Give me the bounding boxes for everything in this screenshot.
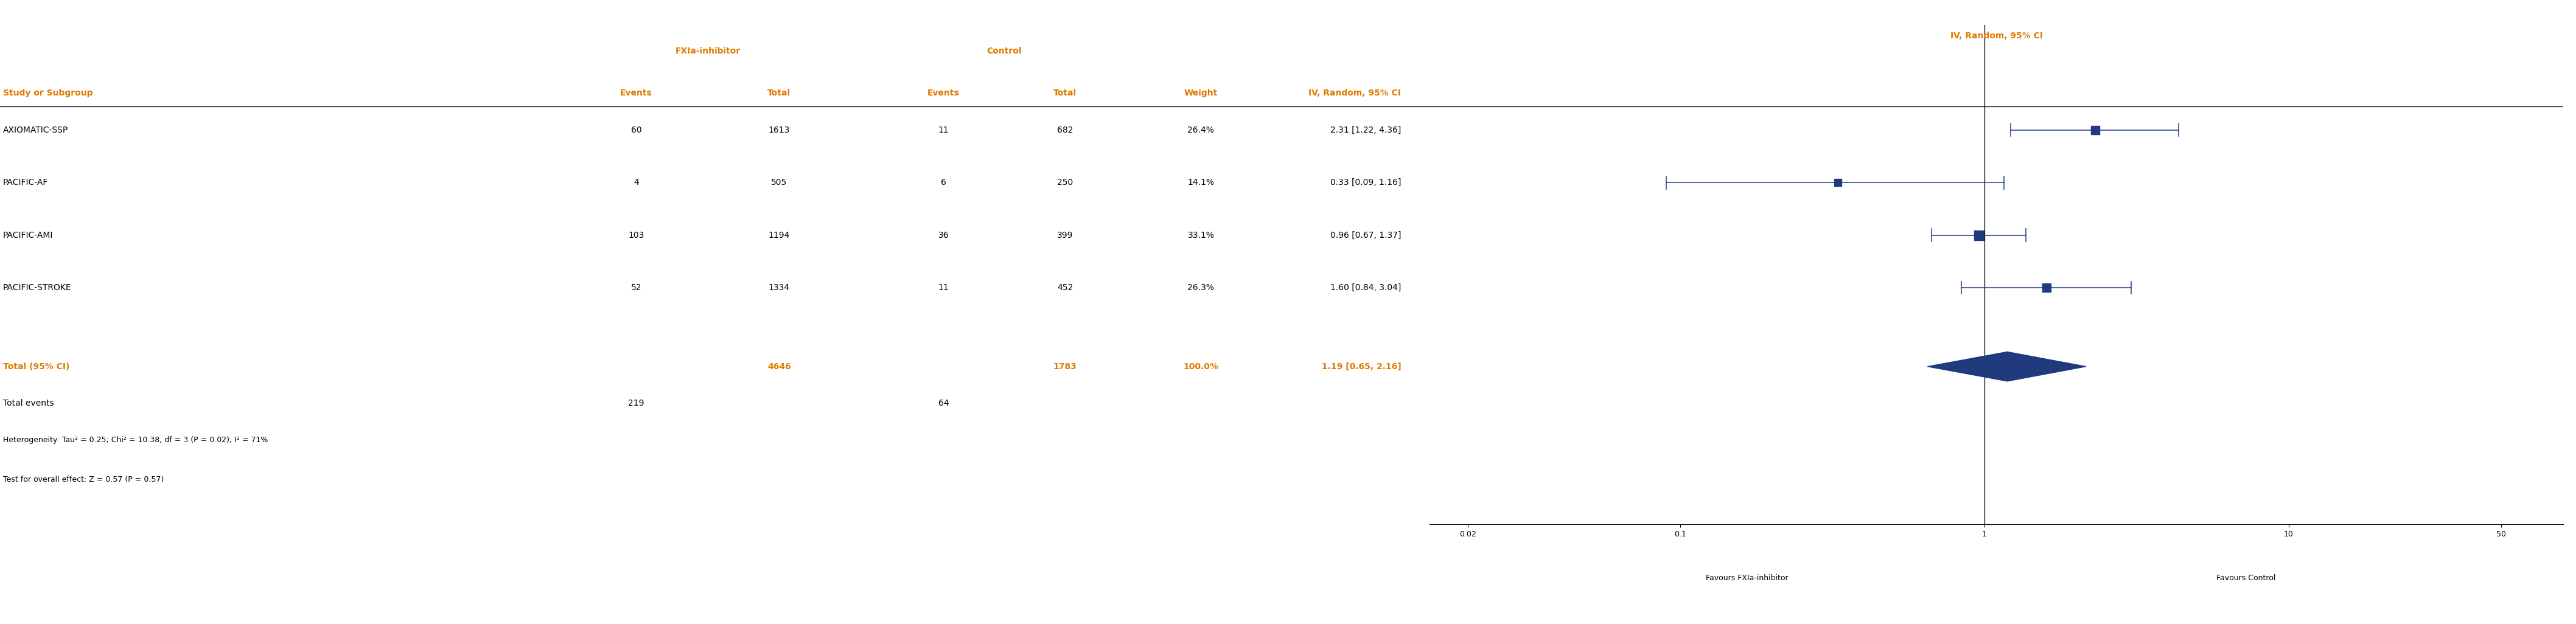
Text: 452: 452 [1056,283,1074,292]
Text: IV, Random, 95% CI: IV, Random, 95% CI [1309,89,1401,97]
Text: 64: 64 [938,399,948,407]
Text: PACIFIC-AF: PACIFIC-AF [3,178,49,187]
Text: 52: 52 [631,283,641,292]
Text: Events: Events [927,89,961,97]
Text: 682: 682 [1056,126,1074,134]
Text: 1194: 1194 [768,231,791,240]
Text: 1.60 [0.84, 3.04]: 1.60 [0.84, 3.04] [1329,283,1401,292]
Text: 26.3%: 26.3% [1188,283,1213,292]
Text: Total: Total [1054,89,1077,97]
Text: Test for overall effect: Z = 0.57 (P = 0.57): Test for overall effect: Z = 0.57 (P = 0… [3,475,165,484]
Text: Control: Control [987,47,1023,56]
Text: 36: 36 [938,231,948,240]
Text: 26.4%: 26.4% [1188,126,1213,134]
Text: 1783: 1783 [1054,363,1077,371]
Text: 2.31 [1.22, 4.36]: 2.31 [1.22, 4.36] [1329,126,1401,134]
Text: Favours FXIa-inhibitor: Favours FXIa-inhibitor [1705,574,1788,582]
Text: Weight: Weight [1185,89,1218,97]
Text: 11: 11 [938,126,948,134]
Text: Total: Total [768,89,791,97]
Text: 4: 4 [634,178,639,187]
Text: 250: 250 [1056,178,1074,187]
Text: 4646: 4646 [768,363,791,371]
Text: Favours Control: Favours Control [2215,574,2275,582]
Text: 6: 6 [940,178,945,187]
Text: IV, Random, 95% CI: IV, Random, 95% CI [1950,31,2043,40]
Text: 11: 11 [938,283,948,292]
Text: 0.96 [0.67, 1.37]: 0.96 [0.67, 1.37] [1329,231,1401,240]
Text: 1613: 1613 [768,126,791,134]
Text: 1.19 [0.65, 2.16]: 1.19 [0.65, 2.16] [1321,363,1401,371]
Text: 1334: 1334 [768,283,791,292]
Text: 103: 103 [629,231,644,240]
Text: Study or Subgroup: Study or Subgroup [3,89,93,97]
Text: Total (95% CI): Total (95% CI) [3,363,70,371]
Text: 60: 60 [631,126,641,134]
Text: AXIOMATIC-SSP: AXIOMATIC-SSP [3,126,67,134]
Text: 505: 505 [770,178,788,187]
Text: 14.1%: 14.1% [1188,178,1213,187]
Text: 33.1%: 33.1% [1188,231,1213,240]
Text: 219: 219 [629,399,644,407]
Text: 399: 399 [1056,231,1074,240]
Text: Heterogeneity: Tau² = 0.25; Chi² = 10.38, df = 3 (P = 0.02); I² = 71%: Heterogeneity: Tau² = 0.25; Chi² = 10.38… [3,436,268,444]
Text: 0.33 [0.09, 1.16]: 0.33 [0.09, 1.16] [1329,178,1401,187]
Text: FXIa-inhibitor: FXIa-inhibitor [675,47,739,56]
Text: 100.0%: 100.0% [1182,363,1218,371]
Text: Total events: Total events [3,399,54,407]
Text: Events: Events [621,89,652,97]
Text: PACIFIC-AMI: PACIFIC-AMI [3,231,54,240]
Polygon shape [1927,352,2087,381]
Text: PACIFIC-STROKE: PACIFIC-STROKE [3,283,72,292]
